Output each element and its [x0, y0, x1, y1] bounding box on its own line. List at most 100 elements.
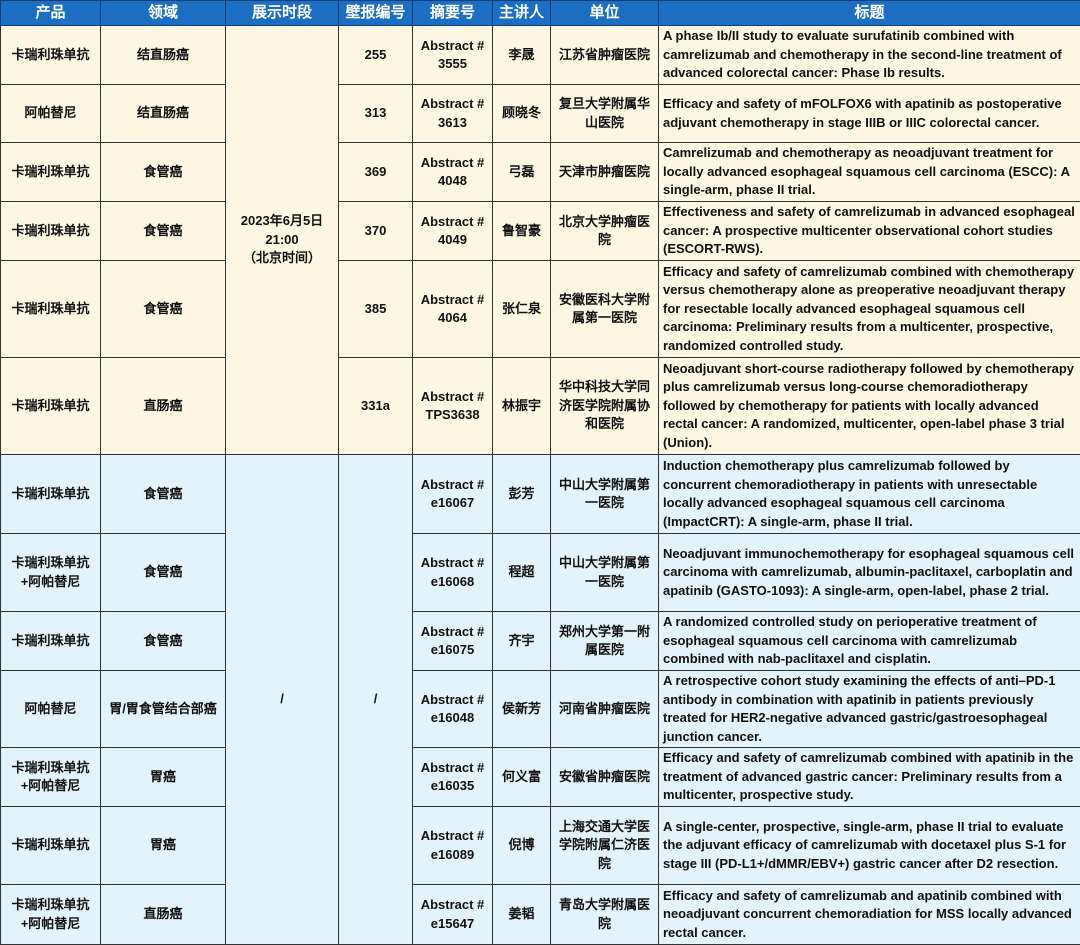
- field-cell: 直肠癌: [101, 358, 226, 455]
- poster-no-cell: 385: [339, 261, 413, 358]
- poster-no-cell: 331a: [339, 358, 413, 455]
- field-cell: 食管癌: [101, 261, 226, 358]
- unit-cell: 上海交通大学医学院附属仁济医院: [551, 807, 659, 885]
- title-cell: A retrospective cohort study examining t…: [659, 671, 1080, 748]
- speaker-cell: 程超: [493, 534, 551, 612]
- unit-cell: 河南省肿瘤医院: [551, 671, 659, 748]
- unit-cell: 天津市肿瘤医院: [551, 143, 659, 202]
- unit-cell: 郑州大学第一附属医院: [551, 612, 659, 671]
- field-cell: 胃癌: [101, 807, 226, 885]
- speaker-cell: 李晟: [493, 26, 551, 85]
- speaker-cell: 侯新芳: [493, 671, 551, 748]
- title-cell: Camrelizumab and chemotherapy as neoadju…: [659, 143, 1080, 202]
- title-cell: Efficacy and safety of camrelizumab comb…: [659, 261, 1080, 358]
- unit-cell: 青岛大学附属医院: [551, 885, 659, 945]
- speaker-cell: 鲁智豪: [493, 202, 551, 261]
- abstract-no-cell: Abstract # e16075: [413, 612, 493, 671]
- header-row: 产品领域展示时段壁报编号摘要号主讲人单位标题: [1, 1, 1080, 26]
- title-cell: Efficacy and safety of camrelizumab and …: [659, 885, 1080, 945]
- speaker-cell: 林振宇: [493, 358, 551, 455]
- speaker-cell: 顾晓冬: [493, 85, 551, 143]
- field-cell: 食管癌: [101, 534, 226, 612]
- unit-cell: 北京大学肿瘤医院: [551, 202, 659, 261]
- field-cell: 食管癌: [101, 455, 226, 534]
- header-title: 标题: [659, 1, 1080, 26]
- speaker-cell: 齐宇: [493, 612, 551, 671]
- speaker-cell: 彭芳: [493, 455, 551, 534]
- poster-no-cell: /: [339, 455, 413, 945]
- abstract-no-cell: Abstract # e16048: [413, 671, 493, 748]
- product-cell: 卡瑞利珠单抗: [1, 143, 101, 202]
- title-cell: Induction chemotherapy plus camrelizumab…: [659, 455, 1080, 534]
- field-cell: 食管癌: [101, 612, 226, 671]
- speaker-cell: 弓磊: [493, 143, 551, 202]
- time-slot-cell: /: [226, 455, 339, 945]
- field-cell: 直肠癌: [101, 885, 226, 945]
- header-speaker: 主讲人: [493, 1, 551, 26]
- field-cell: 结直肠癌: [101, 26, 226, 85]
- header-unit: 单位: [551, 1, 659, 26]
- abstract-no-cell: Abstract # e15647: [413, 885, 493, 945]
- header-field: 领域: [101, 1, 226, 26]
- abstract-no-cell: Abstract # 4048: [413, 143, 493, 202]
- title-cell: A single-center, prospective, single-arm…: [659, 807, 1080, 885]
- field-cell: 结直肠癌: [101, 85, 226, 143]
- poster-no-cell: 370: [339, 202, 413, 261]
- header-product: 产品: [1, 1, 101, 26]
- abstract-no-cell: Abstract # e16089: [413, 807, 493, 885]
- field-cell: 食管癌: [101, 143, 226, 202]
- abstract-no-cell: Abstract # 3555: [413, 26, 493, 85]
- product-cell: 卡瑞利珠单抗: [1, 202, 101, 261]
- poster-no-cell: 255: [339, 26, 413, 85]
- poster-no-cell: 313: [339, 85, 413, 143]
- abstract-no-cell: Abstract # 3613: [413, 85, 493, 143]
- unit-cell: 中山大学附属第一医院: [551, 534, 659, 612]
- title-cell: Effectiveness and safety of camrelizumab…: [659, 202, 1080, 261]
- abstract-no-cell: Abstract # e16068: [413, 534, 493, 612]
- abstract-no-cell: Abstract # TPS3638: [413, 358, 493, 455]
- product-cell: 卡瑞利珠单抗 +阿帕替尼: [1, 748, 101, 807]
- abstract-no-cell: Abstract # e16035: [413, 748, 493, 807]
- speaker-cell: 姜韬: [493, 885, 551, 945]
- title-cell: Efficacy and safety of camrelizumab comb…: [659, 748, 1080, 807]
- product-cell: 卡瑞利珠单抗 +阿帕替尼: [1, 885, 101, 945]
- speaker-cell: 张仁泉: [493, 261, 551, 358]
- product-cell: 卡瑞利珠单抗 +阿帕替尼: [1, 534, 101, 612]
- product-cell: 阿帕替尼: [1, 671, 101, 748]
- header-abstract-no: 摘要号: [413, 1, 493, 26]
- product-cell: 卡瑞利珠单抗: [1, 358, 101, 455]
- abstract-no-cell: Abstract # e16067: [413, 455, 493, 534]
- field-cell: 食管癌: [101, 202, 226, 261]
- header-poster-no: 壁报编号: [339, 1, 413, 26]
- abstract-no-cell: Abstract # 4049: [413, 202, 493, 261]
- unit-cell: 江苏省肿瘤医院: [551, 26, 659, 85]
- title-cell: Neoadjuvant immunochemotherapy for esoph…: [659, 534, 1080, 612]
- field-cell: 胃癌: [101, 748, 226, 807]
- header-time-slot: 展示时段: [226, 1, 339, 26]
- unit-cell: 华中科技大学同济医学院附属协和医院: [551, 358, 659, 455]
- unit-cell: 中山大学附属第一医院: [551, 455, 659, 534]
- product-cell: 卡瑞利珠单抗: [1, 455, 101, 534]
- unit-cell: 复旦大学附属华山医院: [551, 85, 659, 143]
- speaker-cell: 倪博: [493, 807, 551, 885]
- speaker-cell: 何义富: [493, 748, 551, 807]
- product-cell: 卡瑞利珠单抗: [1, 612, 101, 671]
- product-cell: 卡瑞利珠单抗: [1, 807, 101, 885]
- product-cell: 阿帕替尼: [1, 85, 101, 143]
- title-cell: A phase Ib/II study to evaluate surufati…: [659, 26, 1080, 85]
- title-cell: Neoadjuvant short-course radiotherapy fo…: [659, 358, 1080, 455]
- product-cell: 卡瑞利珠单抗: [1, 261, 101, 358]
- title-cell: A randomized controlled study on periope…: [659, 612, 1080, 671]
